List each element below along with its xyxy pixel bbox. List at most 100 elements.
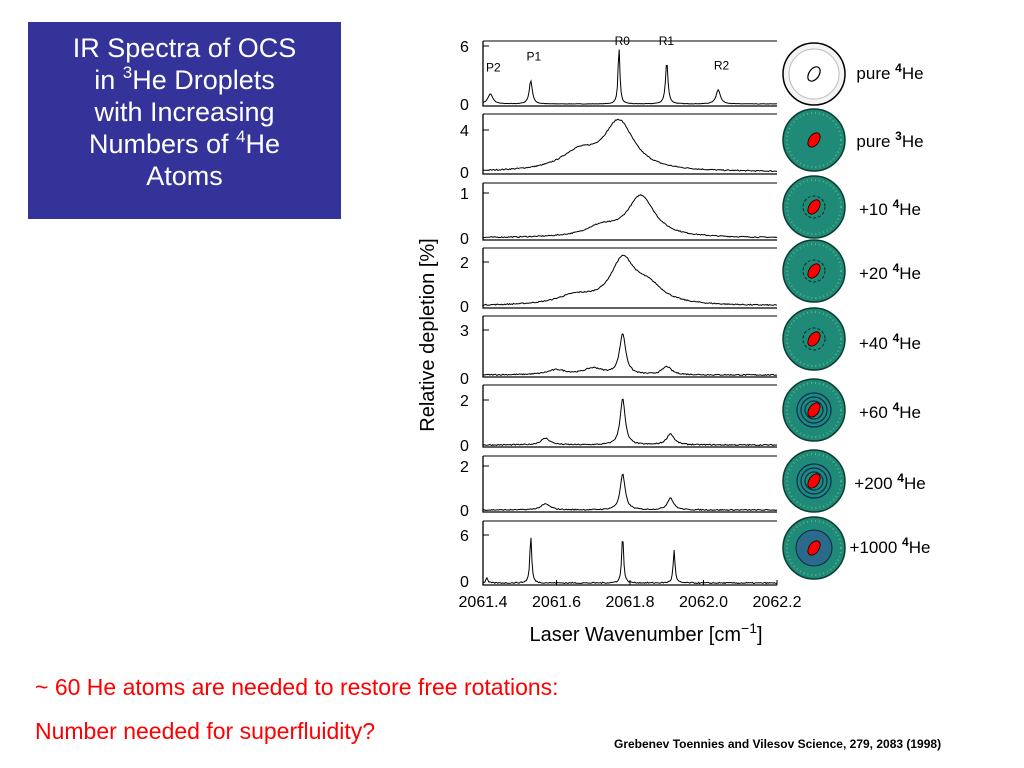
x-tick-label: 2061.4: [459, 594, 508, 611]
droplet-icon: [782, 449, 846, 513]
spectrum-panel: 3 0 +40 4He: [460, 307, 921, 388]
caption-line-2: Number needed for superfluidity?: [35, 718, 376, 744]
spectrum-trace: [482, 118, 778, 173]
ocs-molecule: [807, 540, 821, 556]
droplet-texture: [786, 382, 842, 438]
panel-label-sup: 4: [895, 61, 902, 75]
y-axis-label: Relative depletion [%]: [417, 238, 439, 431]
y-tick-label-bottom: 0: [460, 438, 469, 455]
y-tick-label-top: 3: [460, 323, 469, 340]
spectrum-trace: [482, 473, 778, 511]
citation: Grebenev Toennies and Vilesov Science, 2…: [614, 737, 942, 751]
spectrum-trace: [482, 537, 778, 585]
panel-label-sup: 4: [902, 535, 909, 549]
title-line-5: Atoms: [146, 161, 223, 191]
spectrum-trace: [482, 254, 778, 307]
panel-label: pure 4He: [856, 61, 923, 83]
panel-axis: [482, 114, 777, 175]
droplet-icon: [782, 516, 846, 580]
y-tick-label-top: 2: [460, 393, 469, 410]
atom-ring: [802, 195, 826, 219]
x-axis-label-main: Laser Wavenumber [cm: [529, 624, 741, 646]
y-tick-label-top: 6: [460, 39, 469, 56]
solvation-shell: [800, 467, 828, 495]
ocs-molecule: [807, 263, 821, 279]
y-tick-label-top: 4: [460, 123, 469, 140]
panel-label-sup: 4: [897, 471, 904, 485]
panel-label-sup: 4: [893, 400, 900, 414]
title-line-3: with Increasing: [94, 97, 275, 127]
solvation-shell: [804, 400, 824, 420]
panel-label-pre: +1000: [850, 538, 902, 557]
title-line-2-post: He Droplets: [132, 65, 275, 95]
spectrum-trace: [482, 398, 777, 447]
y-tick-label-bottom: 0: [460, 503, 469, 520]
solvation-shell: [800, 396, 828, 424]
panel-label-post: He: [909, 538, 931, 557]
panel-axis: [482, 456, 777, 513]
x-axis-label: Laser Wavenumber [cm−1]: [529, 620, 762, 646]
panel-axis: [482, 41, 777, 107]
droplet-texture: [786, 179, 842, 235]
panel-label-post: He: [904, 474, 926, 493]
panel-label-pre: +60: [859, 403, 893, 422]
x-axis-label-close: ]: [757, 624, 763, 646]
panel-label-post: He: [899, 334, 921, 353]
title-line-2: in 3He Droplets: [42, 64, 327, 96]
peak-label: P2: [486, 60, 501, 74]
title-line-2-sup: 3: [122, 63, 133, 82]
panel-label-post: He: [899, 264, 921, 283]
panel-label-sup: 3: [895, 129, 902, 143]
panel-label: pure 3He: [856, 129, 923, 151]
panel-label-pre: pure: [856, 64, 895, 83]
droplet-texture: [786, 311, 842, 367]
spectrum-panel: 4 0 pure 3He: [460, 108, 924, 182]
panel-label: +20 4He: [859, 261, 921, 283]
atom-ring: [802, 327, 826, 351]
droplet-inner: [788, 48, 840, 100]
title-line-1: IR Spectra of OCS: [72, 33, 297, 63]
spectrum-panel: 1 0 +10 4He: [460, 175, 921, 248]
x-axis-label-sup: −1: [741, 620, 757, 636]
panel-label-post: He: [899, 403, 921, 422]
peak-label: R2: [714, 58, 730, 72]
title-line-4-post: He: [245, 129, 281, 159]
droplet-icon: [782, 175, 846, 239]
droplet-icon: [782, 42, 846, 106]
peak-label: R0: [615, 34, 631, 48]
atom-ring: [802, 259, 826, 283]
title-line-4-sup: 4: [236, 127, 246, 146]
ocs-molecule: [807, 132, 821, 148]
panel-axis: [482, 183, 777, 241]
solvation-shell: [796, 463, 832, 499]
droplet-icon: [782, 239, 846, 303]
panel-axis: [482, 385, 777, 448]
droplet-icon: [782, 108, 846, 172]
title-line-4-pre: Numbers of: [88, 129, 237, 159]
panel-label-sup: 4: [893, 331, 900, 345]
title-line-4: Numbers of 4He: [42, 128, 327, 160]
y-tick-label-top: 2: [460, 255, 469, 272]
x-tick-label: 2061.8: [606, 594, 655, 611]
panel-label: +40 4He: [859, 331, 921, 353]
panel-label-sup: 4: [893, 261, 900, 275]
droplet-texture: [786, 520, 842, 576]
panel-label: +60 4He: [859, 400, 921, 422]
peak-label: P1: [526, 49, 541, 63]
y-tick-label-bottom: 0: [460, 231, 469, 248]
droplet-icon: [782, 378, 846, 442]
y-tick-label-top: 6: [460, 528, 469, 545]
panel-label-sup: 4: [893, 197, 900, 211]
ocs-molecule: [807, 331, 821, 347]
droplet-icon: [782, 307, 846, 371]
panel-label-pre: +20: [859, 264, 893, 283]
droplet-texture: [786, 112, 842, 168]
y-tick-label-top: 1: [460, 186, 469, 203]
panel-label: +200 4He: [854, 471, 925, 493]
x-tick-label: 2062.2: [753, 594, 802, 611]
spectrum-panel: 2 0 +200 4He: [460, 449, 926, 520]
y-tick-label-bottom: 0: [460, 97, 469, 114]
panel-label: +1000 4He: [850, 535, 931, 557]
spectrum-panel: 2 0 +60 4He: [460, 378, 921, 455]
